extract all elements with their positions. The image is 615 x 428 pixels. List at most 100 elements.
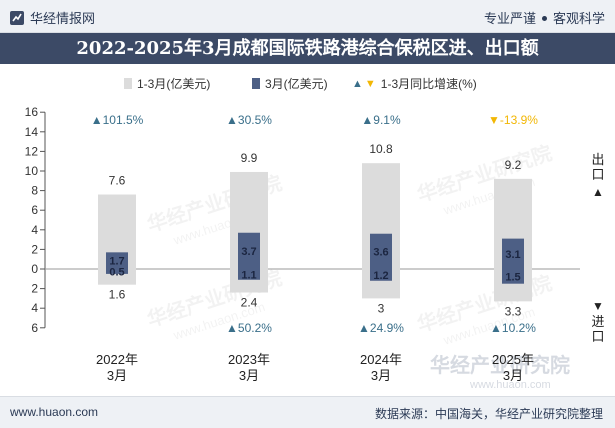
x-tick-label: 3月 bbox=[107, 368, 127, 383]
brand[interactable]: 华经情报网 bbox=[10, 8, 95, 27]
y-tick-label: 16 bbox=[25, 105, 39, 119]
up-triangle-icon: ▲ bbox=[352, 77, 363, 90]
export-yoy-value: 101.5% bbox=[103, 113, 144, 127]
import-yoy-value: 50.2% bbox=[238, 321, 272, 335]
value-label-import-total: 1.6 bbox=[109, 288, 126, 302]
x-tick-label: 2025年 bbox=[492, 352, 534, 367]
top-bar: 华经情报网 专业严谨 客观科学 bbox=[0, 0, 615, 33]
import-yoy-value: 24.9% bbox=[370, 321, 404, 335]
y-tick-label: 0 bbox=[31, 262, 38, 276]
legend-label-march: 3月(亿美元) bbox=[265, 77, 328, 91]
legend-item-yoy[interactable]: ▲ ▼ 1-3月同比增速(%) bbox=[352, 75, 477, 92]
bar-import-march bbox=[502, 269, 524, 284]
up-triangle-icon: ▲ bbox=[592, 185, 604, 199]
value-label-import-march: 1.1 bbox=[241, 269, 256, 281]
bar-export-march bbox=[502, 238, 524, 269]
import-yoy-label: ▲10.2% bbox=[490, 321, 536, 335]
dot-icon bbox=[541, 16, 547, 22]
up-triangle-icon: ▲ bbox=[226, 113, 238, 127]
export-yoy-value: -13.9% bbox=[500, 113, 538, 127]
legend-swatch-march bbox=[252, 78, 260, 89]
value-label-import-march: 1.5 bbox=[505, 271, 520, 283]
up-triangle-icon: ▲ bbox=[490, 321, 502, 335]
bar-export-march bbox=[238, 232, 260, 269]
up-triangle-icon: ▲ bbox=[361, 113, 373, 127]
y-tick-label: 4 bbox=[31, 301, 38, 315]
value-label-export-march: 3.1 bbox=[505, 249, 520, 261]
tagline: 专业严谨 客观科学 bbox=[484, 8, 605, 27]
chart-title: 2022-2025年3月成都国际铁路港综合保税区进、出口额 bbox=[0, 33, 615, 64]
footer-website[interactable]: www.huaon.com bbox=[10, 405, 99, 419]
legend-label-total: 1-3月(亿美元) bbox=[137, 77, 211, 91]
value-label-import-total: 3.3 bbox=[505, 304, 522, 318]
export-yoy-label: ▲101.5% bbox=[91, 113, 144, 127]
value-label-export-total: 9.9 bbox=[241, 151, 258, 165]
value-label-import-total: 3 bbox=[378, 301, 385, 315]
y-axis: 16 14 12 10 8 6 4 2 0 2 4 6 bbox=[25, 105, 580, 335]
y-tick-label: 6 bbox=[31, 321, 38, 335]
export-yoy-label: ▲30.5% bbox=[226, 113, 272, 127]
chart-legend: 1-3月(亿美元) 3月(亿美元) ▲ ▼ 1-3月同比增速(%) bbox=[0, 72, 615, 92]
watermark-text: 华经产业研究院 bbox=[430, 353, 570, 377]
side-label-export-char: 口 bbox=[591, 167, 604, 182]
x-tick-label: 3月 bbox=[503, 368, 523, 383]
watermark-url: www.huaon.com bbox=[469, 379, 551, 391]
value-label-export-total: 10.8 bbox=[369, 142, 393, 156]
side-label-export-char: 出 bbox=[591, 152, 604, 167]
legend-item-total[interactable]: 1-3月(亿美元) bbox=[124, 75, 210, 92]
value-label-import-total: 2.4 bbox=[241, 296, 258, 310]
bar-import-march bbox=[106, 269, 128, 274]
bar-import-march bbox=[370, 269, 392, 281]
side-label-import-char: 口 bbox=[591, 329, 604, 344]
chart-plot: 华经产业研究院www.huaon.com华经产业研究院www.huaon.com… bbox=[25, 105, 605, 391]
bar-export-march bbox=[370, 233, 392, 269]
up-triangle-icon: ▲ bbox=[358, 321, 370, 335]
y-tick-label: 4 bbox=[31, 223, 38, 237]
bar-import-march bbox=[238, 269, 260, 280]
bars-layer bbox=[98, 163, 532, 302]
value-label-export-march: 3.7 bbox=[241, 246, 256, 258]
y-tick-label: 10 bbox=[25, 164, 39, 178]
footer: www.huaon.com 数据来源：中国海关，华经产业研究院整理 bbox=[0, 396, 615, 428]
down-triangle-icon: ▼ bbox=[364, 77, 376, 90]
up-triangle-icon: ▲ bbox=[226, 321, 238, 335]
side-labels: 出口▲▼进口 bbox=[591, 152, 604, 344]
down-triangle-icon: ▼ bbox=[592, 299, 604, 313]
y-tick-label: 12 bbox=[25, 144, 39, 158]
legend-label-yoy: 1-3月同比增速(%) bbox=[380, 77, 477, 91]
import-yoy-value: 10.2% bbox=[502, 321, 536, 335]
value-label-export-total: 9.2 bbox=[505, 158, 522, 172]
export-yoy-value: 9.1% bbox=[373, 113, 401, 127]
legend-swatch-total bbox=[124, 78, 132, 89]
x-tick-label: 3月 bbox=[239, 368, 259, 383]
value-label-export-march: 3.6 bbox=[373, 246, 388, 258]
x-tick-label: 2024年 bbox=[360, 352, 402, 367]
export-yoy-value: 30.5% bbox=[238, 113, 272, 127]
footer-source: 数据来源：中国海关，华经产业研究院整理 bbox=[374, 407, 603, 421]
import-yoy-label: ▲50.2% bbox=[226, 321, 272, 335]
x-tick-label: 3月 bbox=[371, 368, 391, 383]
tagline-right: 客观科学 bbox=[552, 11, 605, 26]
y-tick-label: 2 bbox=[31, 282, 38, 296]
x-tick-label: 2023年 bbox=[228, 352, 270, 367]
value-label-export-total: 7.6 bbox=[109, 174, 126, 188]
tagline-left: 专业严谨 bbox=[483, 11, 536, 26]
export-yoy-label: ▲9.1% bbox=[361, 113, 401, 127]
site-name: 华经情报网 bbox=[30, 11, 96, 26]
export-yoy-label: ▼-13.9% bbox=[488, 113, 538, 127]
side-label-import-char: 进 bbox=[591, 314, 604, 329]
down-triangle-icon: ▼ bbox=[488, 113, 500, 127]
y-tick-label: 6 bbox=[31, 203, 38, 217]
value-label-export-march: 1.7 bbox=[109, 256, 124, 268]
value-label-import-march: 1.2 bbox=[373, 270, 388, 282]
up-triangle-icon: ▲ bbox=[91, 113, 103, 127]
legend-item-march[interactable]: 3月(亿美元) bbox=[252, 75, 328, 92]
import-yoy-label: ▲24.9% bbox=[358, 321, 404, 335]
y-tick-label: 14 bbox=[25, 125, 39, 139]
brand-logo-icon bbox=[10, 10, 24, 25]
value-label-import-march: 0.5 bbox=[109, 266, 124, 278]
y-tick-label: 8 bbox=[31, 184, 38, 198]
y-tick-label: 2 bbox=[31, 242, 38, 256]
labels-layer: 7.61.70.51.6▲101.5%2022年3月9.93.71.12.4▲3… bbox=[91, 113, 539, 383]
x-tick-label: 2022年 bbox=[96, 352, 138, 367]
